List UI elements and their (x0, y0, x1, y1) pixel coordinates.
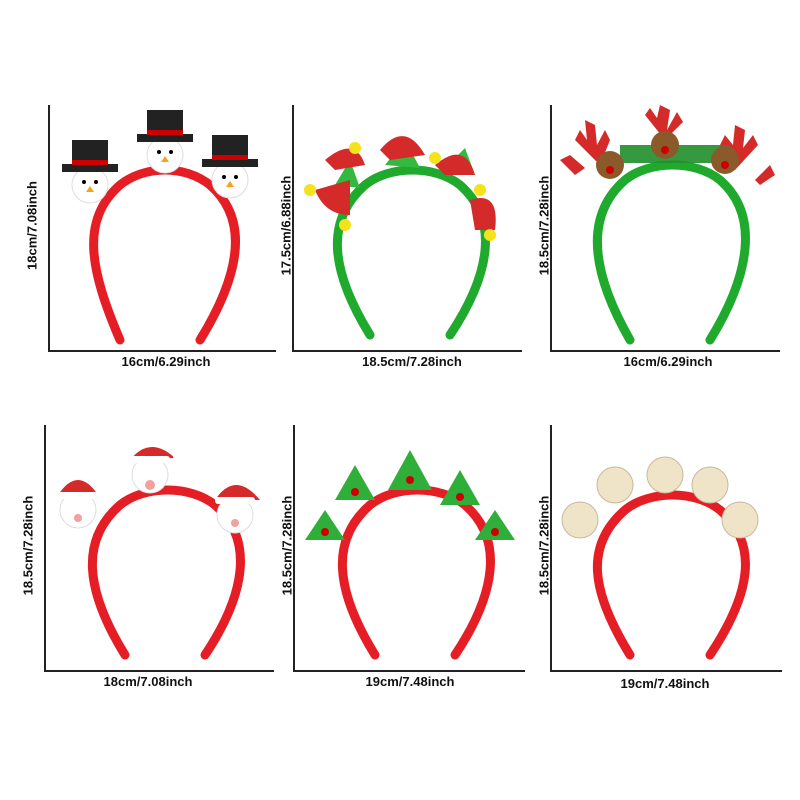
axis-horizontal (292, 350, 522, 352)
christmas-tree-headband-image (305, 450, 515, 660)
axis-vertical (550, 425, 552, 671)
width-label: 19cm/7.48inch (365, 674, 455, 689)
axis-vertical (44, 425, 46, 671)
axis-horizontal (48, 350, 276, 352)
width-label: 19cm/7.48inch (620, 676, 710, 691)
height-label: 18.5cm/7.28inch (279, 495, 295, 596)
axis-vertical (550, 105, 552, 351)
height-label: 17.5cm/6.88inch (278, 175, 294, 276)
axis-vertical (292, 105, 294, 351)
height-label: 18.5cm/7.28inch (536, 495, 552, 596)
reindeer-headband-image (560, 105, 775, 345)
axis-horizontal (550, 350, 780, 352)
width-label: 16cm/6.29inch (121, 354, 211, 369)
axis-horizontal (293, 670, 525, 672)
width-label: 18.5cm/7.28inch (362, 354, 462, 369)
axis-vertical (293, 425, 295, 671)
snowman-headband-image (62, 110, 258, 345)
santa-headband-image (58, 446, 260, 660)
height-label: 18cm/7.08inch (24, 181, 40, 270)
axis-horizontal (550, 670, 782, 672)
height-label: 18.5cm/7.28inch (536, 175, 552, 276)
width-label: 18cm/7.08inch (103, 674, 193, 689)
elf-hat-headband-image (304, 136, 496, 340)
height-label: 18.5cm/7.28inch (20, 495, 36, 596)
width-label: 16cm/6.29inch (623, 354, 713, 369)
snowflake-headband-image (561, 456, 759, 660)
axis-horizontal (44, 670, 274, 672)
axis-vertical (48, 105, 50, 351)
